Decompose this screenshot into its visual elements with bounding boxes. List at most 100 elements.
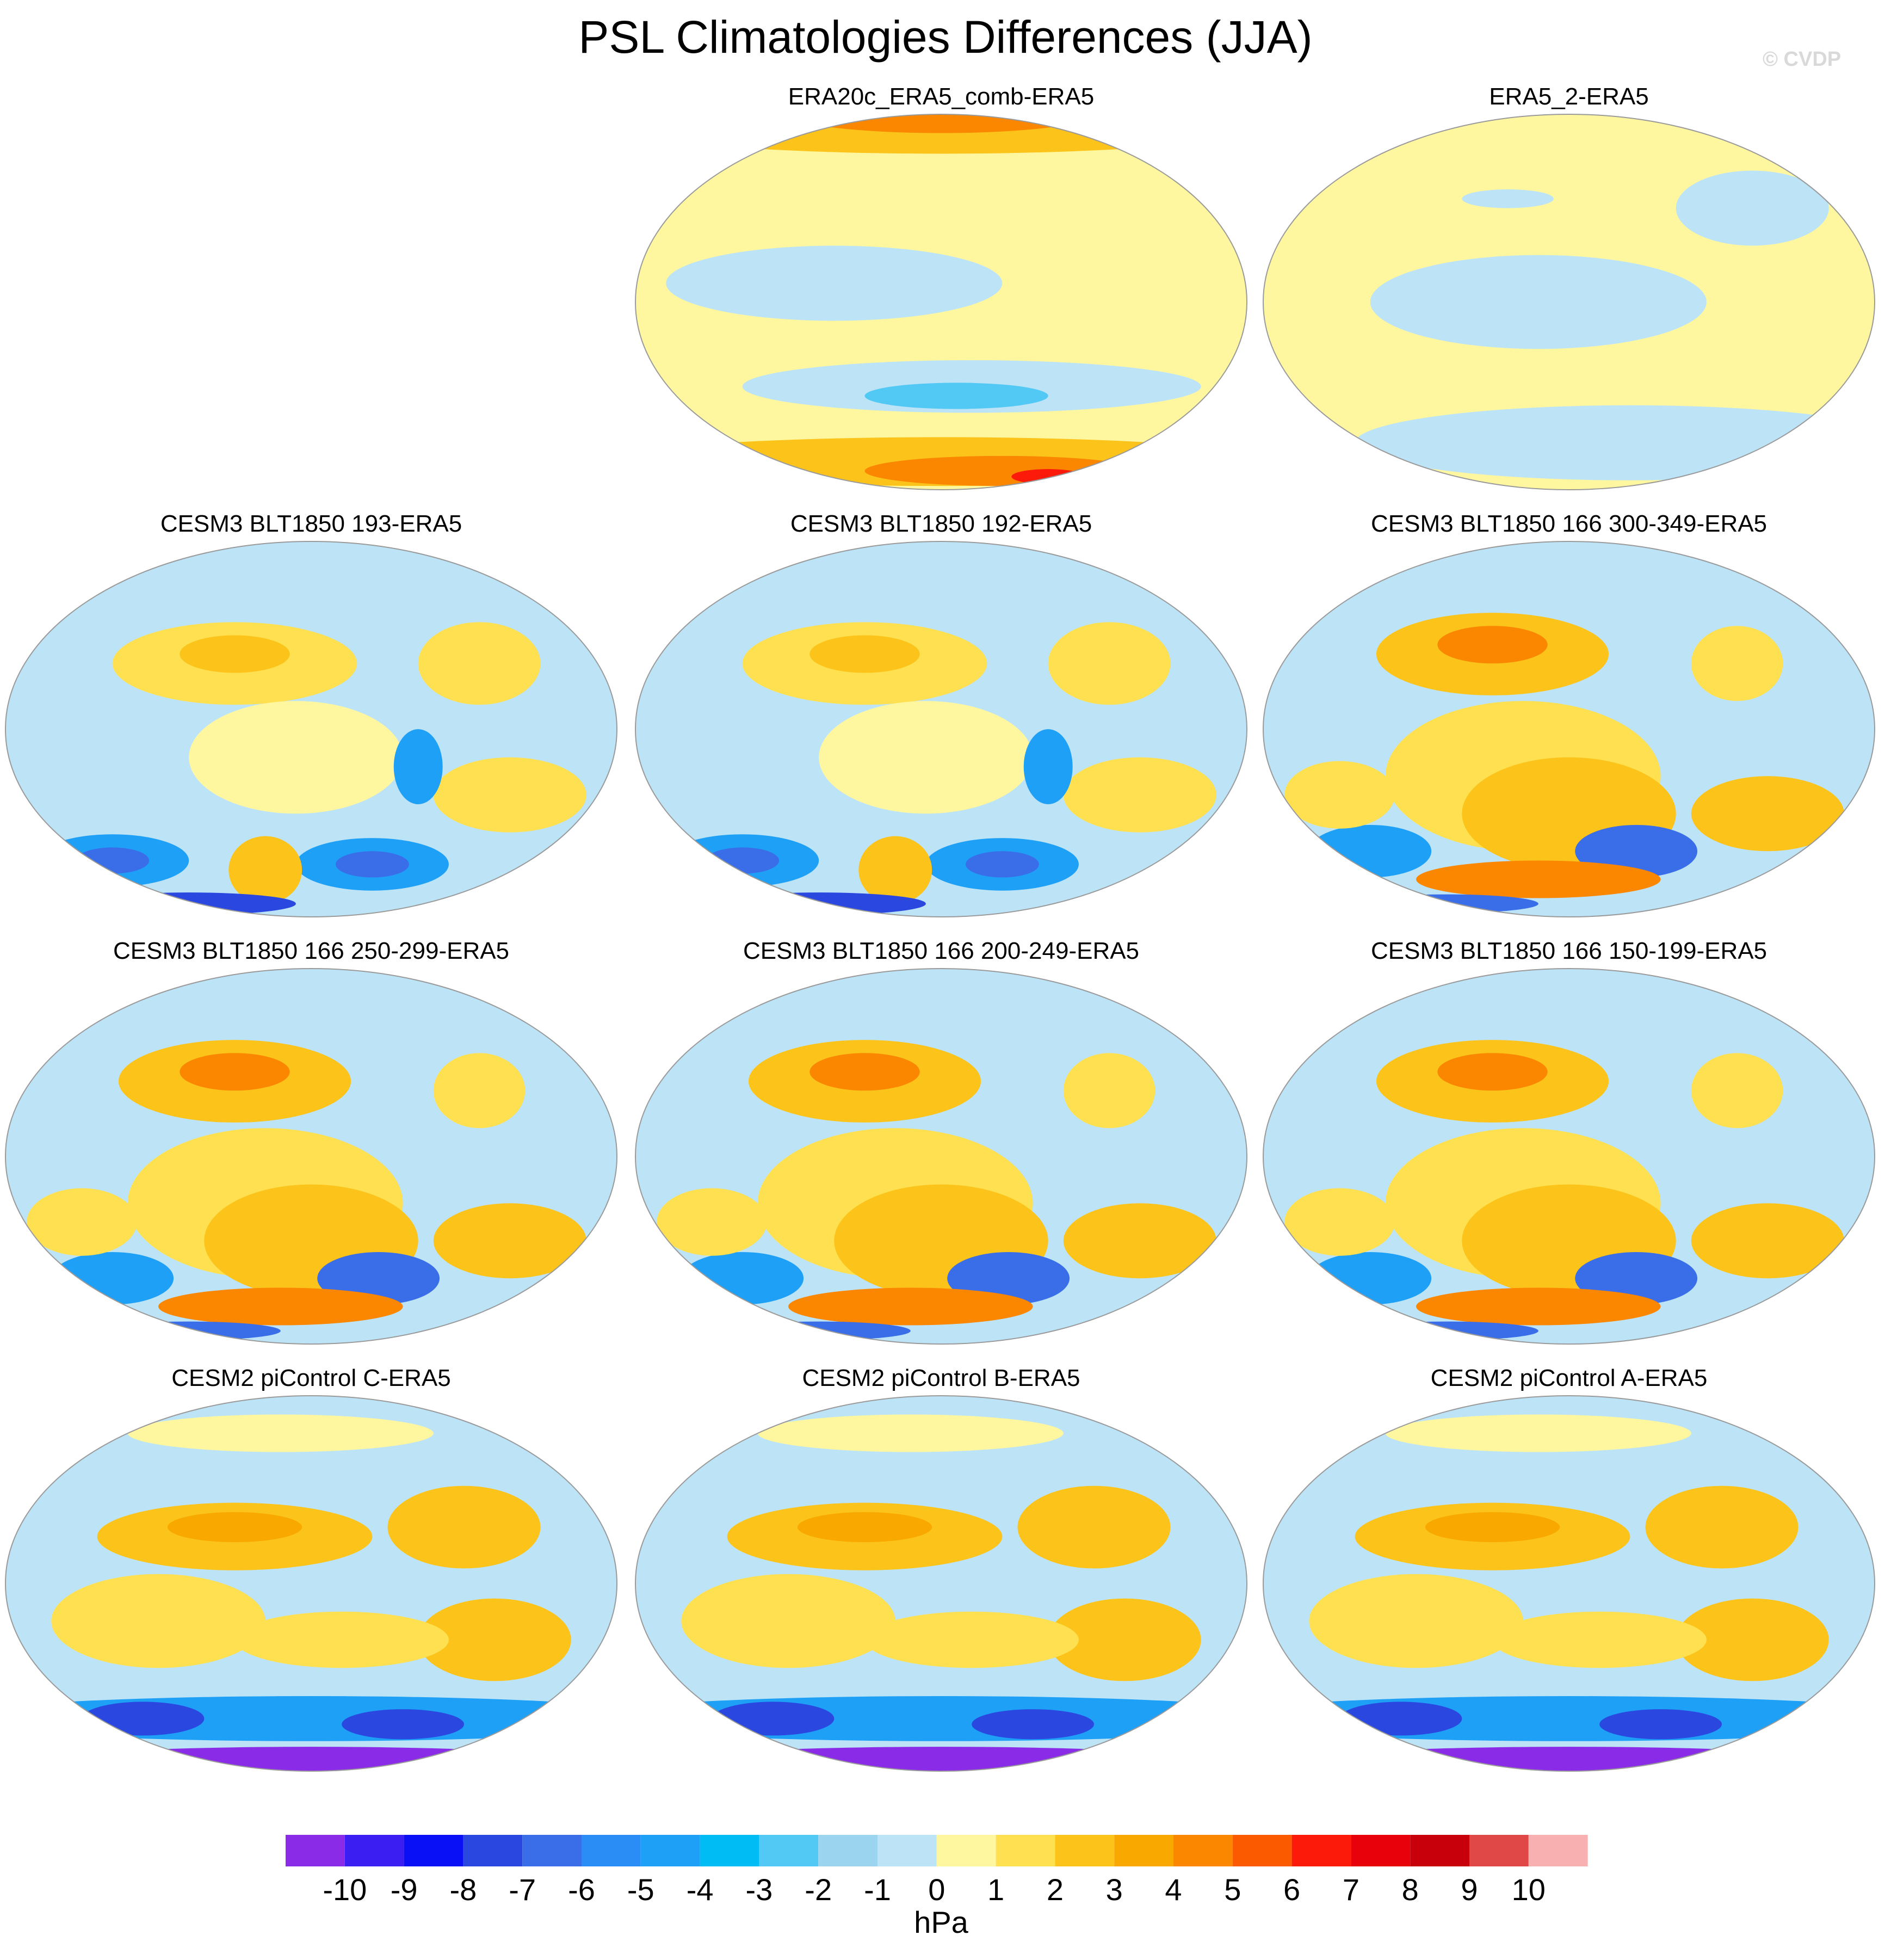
map-outline (1263, 114, 1875, 490)
contour-region (433, 1203, 586, 1279)
contour-region (387, 1486, 541, 1569)
contour-region (788, 1287, 1033, 1326)
contour-region (1437, 626, 1548, 664)
colorbar-tick-label: -7 (509, 1872, 536, 1907)
contour-region (1385, 1414, 1691, 1452)
contour-region (666, 245, 1003, 321)
panel-title: CESM2 piControl A-ERA5 (1431, 1365, 1708, 1391)
contour-region (1023, 729, 1073, 804)
map-panel: CESM2 piControl A-ERA5 (1263, 1365, 1875, 1772)
colorbar-swatch (582, 1835, 641, 1866)
contour-region (51, 1574, 265, 1668)
colorbar-swatch (1528, 1835, 1588, 1866)
map-outline (635, 968, 1247, 1345)
contour-region (228, 836, 302, 904)
contour-region (1492, 1611, 1707, 1668)
map-panel: CESM3 BLT1850 166 250-299-ERA5 (5, 938, 617, 1345)
contour-region (727, 1321, 911, 1341)
panel-title: CESM3 BLT1850 166 150-199-ERA5 (1371, 938, 1767, 964)
colorbar-swatch (1114, 1835, 1173, 1866)
colorbar-tick-label: -6 (568, 1872, 595, 1907)
contour-region (972, 1709, 1094, 1740)
contour-region (1263, 1696, 1875, 1741)
contour-region (189, 701, 403, 814)
colorbar-tick-label: -3 (746, 1872, 773, 1907)
map-outline (635, 541, 1247, 917)
contour-region (1339, 1702, 1462, 1736)
contour-region (1063, 1053, 1155, 1129)
contour-region (1370, 255, 1707, 349)
colorbar-tick-label: 6 (1283, 1872, 1300, 1907)
panel-title: CESM2 piControl B-ERA5 (802, 1365, 1080, 1391)
map-outline (635, 1395, 1247, 1772)
contour-region (788, 114, 1094, 133)
contour-region (864, 383, 1048, 409)
map-panel: CESM3 BLT1850 192-ERA5 (635, 510, 1247, 917)
contour-region (1063, 1203, 1216, 1279)
panel-title: CESM3 BLT1850 192-ERA5 (790, 510, 1092, 537)
contour-region (1645, 1486, 1799, 1569)
contour-region (809, 1053, 920, 1091)
colorbar-tick-label: -9 (391, 1872, 418, 1907)
map-outline (1263, 968, 1875, 1345)
contour-region (757, 1414, 1064, 1452)
colorbar-tick-label: -8 (450, 1872, 477, 1907)
contour-region (1355, 1321, 1538, 1341)
colorbar-swatch (1055, 1835, 1115, 1866)
contour-region (27, 1188, 137, 1256)
colorbar-swatch (877, 1835, 937, 1866)
contour-region (1309, 824, 1432, 878)
colorbar-swatch (996, 1835, 1055, 1866)
colorbar-tick-label: 0 (928, 1872, 945, 1907)
colorbar-tick-label: -5 (627, 1872, 654, 1907)
contour-region (1416, 1287, 1661, 1326)
contour-region (342, 1709, 464, 1740)
colorbar-tick-label: 10 (1512, 1872, 1546, 1907)
contour-region (418, 1598, 571, 1681)
map-panels: ERA20c_ERA5_comb-ERA5 ERA5_2-ERA5 CESM3 BL… (5, 83, 1875, 1772)
colorbar-swatch (344, 1835, 404, 1866)
colorbar-tick-label: 3 (1106, 1872, 1123, 1907)
contour-region (1676, 1598, 1829, 1681)
colorbar-tick-label: 8 (1402, 1872, 1419, 1907)
contour-region (1294, 1747, 1844, 1771)
colorbar-tick-label: 4 (1165, 1872, 1182, 1907)
contour-region (158, 1287, 403, 1326)
map-panel: CESM3 BLT1850 193-ERA5 (5, 510, 617, 917)
contour-region (1048, 1598, 1201, 1681)
map-panel: CESM3 BLT1850 166 150-199-ERA5 (1263, 938, 1875, 1345)
contour-region (1691, 776, 1844, 852)
contour-region (1691, 1053, 1783, 1129)
colorbar-swatch (1469, 1835, 1529, 1866)
contour-region (864, 455, 1140, 486)
map-outline (635, 114, 1247, 490)
contour-region (797, 1512, 932, 1543)
map-outline (1263, 1395, 1875, 1772)
map-outline (1263, 541, 1875, 917)
contour-region (1048, 622, 1171, 705)
contour-region (712, 1702, 835, 1736)
contour-field (635, 541, 1247, 917)
contour-region (819, 701, 1033, 814)
contour-field (1263, 114, 1875, 490)
contour-region (1691, 1203, 1844, 1279)
contour-region (864, 1611, 1079, 1668)
map-panel: CESM2 piControl C-ERA5 (5, 1365, 617, 1772)
contour-field (5, 541, 617, 917)
contour-region (1355, 894, 1538, 914)
contour-region (234, 1611, 449, 1668)
contour-region (1416, 860, 1661, 898)
contour-region (712, 892, 926, 915)
contour-region (1017, 1486, 1171, 1569)
colorbar-swatch (640, 1835, 700, 1866)
panel-title: CESM3 BLT1850 166 250-299-ERA5 (113, 938, 509, 964)
colorbar-swatch (1173, 1835, 1233, 1866)
colorbar-swatch (818, 1835, 877, 1866)
contour-region (1599, 1709, 1722, 1740)
map-panel: CESM2 piControl B-ERA5 (635, 1365, 1247, 1772)
contour-region (180, 1053, 290, 1091)
colorbar-units: hPa (914, 1905, 968, 1939)
contour-field (1263, 541, 1875, 917)
